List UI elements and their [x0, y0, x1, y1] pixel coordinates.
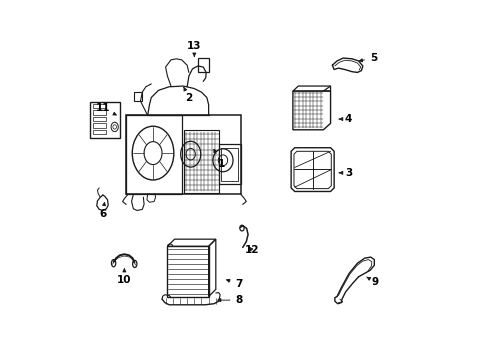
- Text: 5: 5: [359, 53, 376, 63]
- Bar: [93, 130, 105, 134]
- Bar: [93, 104, 105, 108]
- Text: 12: 12: [244, 245, 258, 255]
- Text: 4: 4: [339, 114, 351, 124]
- Bar: [134, 92, 142, 101]
- Bar: [89, 102, 120, 138]
- Text: 9: 9: [366, 277, 378, 287]
- Bar: [93, 117, 105, 121]
- Bar: [198, 58, 208, 72]
- Text: 13: 13: [187, 41, 201, 56]
- Bar: [167, 246, 208, 297]
- Bar: [93, 123, 105, 128]
- Bar: [218, 144, 241, 184]
- Text: 11: 11: [95, 103, 116, 115]
- Text: 7: 7: [226, 279, 243, 289]
- Text: 3: 3: [339, 168, 351, 178]
- Bar: [221, 148, 238, 181]
- Bar: [126, 116, 182, 194]
- Text: 6: 6: [99, 203, 106, 219]
- Text: 8: 8: [217, 295, 242, 305]
- Bar: [183, 130, 219, 193]
- Text: 10: 10: [117, 269, 131, 285]
- Bar: [93, 111, 105, 115]
- Bar: [126, 116, 241, 194]
- Text: 2: 2: [183, 87, 192, 103]
- Text: 1: 1: [213, 149, 224, 169]
